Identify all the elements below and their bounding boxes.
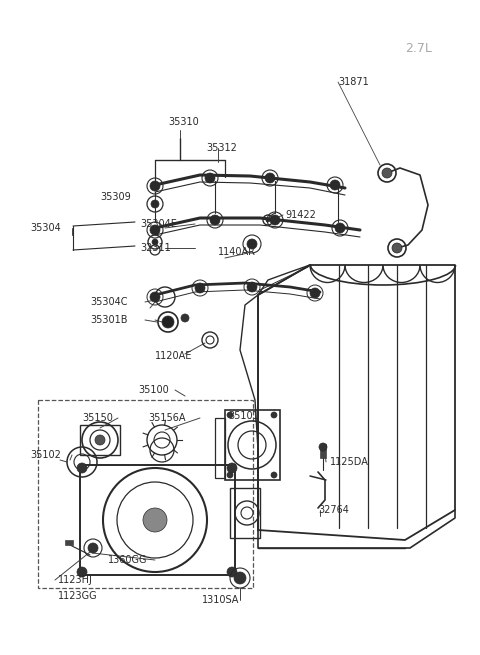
Circle shape [150,181,160,191]
Circle shape [227,412,233,418]
Circle shape [227,567,237,577]
Text: 35304E: 35304E [140,219,177,229]
Circle shape [319,443,327,451]
Text: 1140AR: 1140AR [218,247,256,257]
Text: 1310SA: 1310SA [202,595,240,605]
Text: 1125DA: 1125DA [330,457,369,467]
Text: 35301B: 35301B [90,315,128,325]
Text: 1360GG: 1360GG [108,555,147,565]
Circle shape [265,173,275,183]
Text: 35309: 35309 [100,192,131,202]
Text: 35100: 35100 [138,385,169,395]
Circle shape [271,472,277,478]
Circle shape [95,435,105,445]
Bar [230,488,260,538]
Circle shape [151,200,159,208]
Text: 35304: 35304 [30,223,61,233]
Circle shape [270,215,280,225]
Circle shape [77,463,87,473]
Text: 35312: 35312 [206,143,237,153]
Text: 35304C: 35304C [90,297,128,307]
Text: 32764: 32764 [318,505,349,515]
Bar [38,400,253,588]
Bar [225,410,280,480]
Bar [215,418,225,478]
Bar [320,444,326,458]
Circle shape [382,168,392,178]
Text: 1123HJ: 1123HJ [58,575,93,585]
Text: 35310: 35310 [168,117,199,127]
Text: 32311: 32311 [140,243,171,253]
Circle shape [143,508,167,532]
Circle shape [162,316,174,328]
Circle shape [205,173,215,183]
Text: 1120AE: 1120AE [155,351,192,361]
Circle shape [330,180,340,190]
Text: 35102: 35102 [30,450,61,460]
Circle shape [210,215,220,225]
Circle shape [271,412,277,418]
Text: 91422: 91422 [285,210,316,220]
Bar [65,540,73,545]
Circle shape [88,543,98,553]
Circle shape [77,567,87,577]
Circle shape [150,225,160,235]
Bar [80,425,120,455]
Text: 1123GG: 1123GG [58,591,97,601]
Text: 31871: 31871 [338,77,369,87]
Circle shape [195,283,205,293]
Text: 35150: 35150 [82,413,113,423]
Circle shape [247,282,257,292]
Text: 35156A: 35156A [148,413,185,423]
Circle shape [310,288,320,298]
Circle shape [234,572,246,584]
Circle shape [247,239,257,249]
Bar [80,465,235,575]
Text: 2.7L: 2.7L [405,41,432,54]
Circle shape [227,472,233,478]
Circle shape [392,243,402,253]
Circle shape [227,463,237,473]
Circle shape [335,223,345,233]
Circle shape [150,292,160,302]
Circle shape [266,218,270,222]
Text: 35101: 35101 [228,411,259,421]
Circle shape [152,239,158,245]
Circle shape [181,314,189,322]
